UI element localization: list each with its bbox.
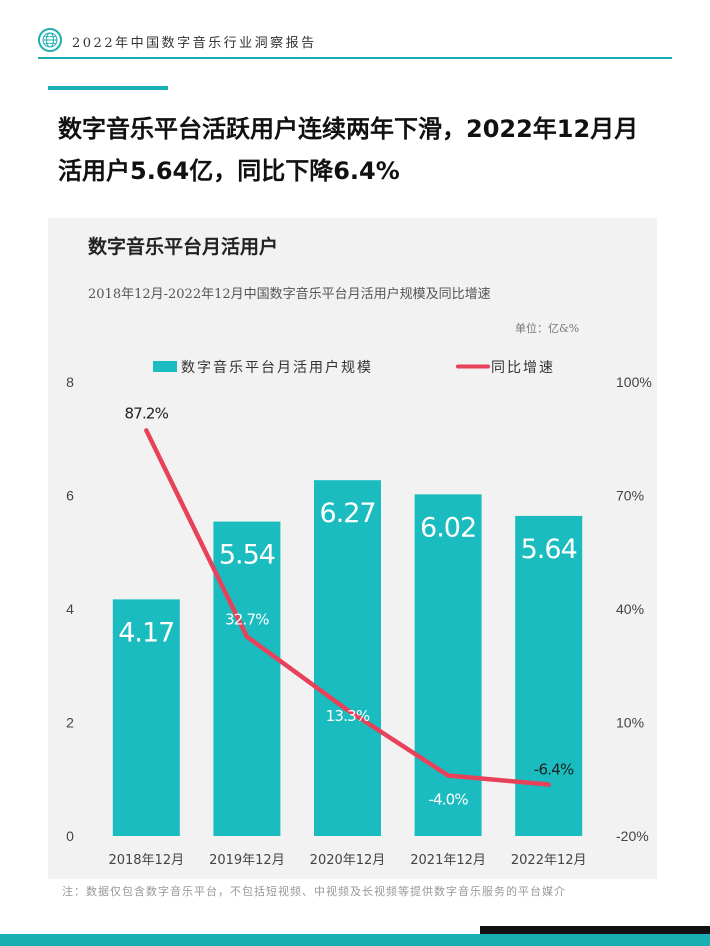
- growth-rate-point: [446, 773, 450, 777]
- bar-value-label: 5.54: [219, 540, 275, 571]
- headline-line-2: 活用户5.64亿，同比下降6.4%: [58, 157, 400, 185]
- y-right-tick-label: 40%: [616, 601, 644, 617]
- growth-rate-point: [547, 783, 551, 787]
- growth-rate-label: 32.7%: [225, 611, 269, 629]
- chart-title: 数字音乐平台月活用户: [88, 236, 279, 258]
- y-left-tick-label: 8: [66, 374, 74, 390]
- bar-value-label: 4.17: [118, 617, 174, 648]
- bar: [112, 599, 180, 836]
- y-right-tick-label: 10%: [616, 715, 644, 731]
- growth-rate-point: [346, 708, 349, 712]
- x-tick-label: 2022年12月: [511, 853, 587, 868]
- growth-rate-point: [144, 428, 148, 432]
- footer-bar-accent: [0, 934, 710, 946]
- chart-unit: 单位：亿&%: [515, 322, 580, 335]
- x-tick-label: 2021年12月: [410, 853, 486, 868]
- report-header: 2022年中国数字音乐行业洞察报告: [38, 28, 672, 58]
- headline-line-1: 数字音乐平台活跃用户连续两年下滑，2022年12月月: [58, 115, 639, 143]
- report-title: 2022年中国数字音乐行业洞察报告: [72, 36, 317, 51]
- footnote: 注：数据仅包含数字音乐平台，不包括短视频、中视频及长视频等提供数字音乐服务的平台…: [62, 885, 566, 898]
- legend-bar-swatch: [153, 361, 177, 372]
- footer-bar-dark: [480, 926, 710, 934]
- x-tick-label: 2019年12月: [209, 853, 285, 868]
- growth-rate-point: [245, 635, 249, 639]
- y-left-tick-label: 6: [66, 488, 74, 504]
- bar-value-label: 5.64: [521, 534, 577, 565]
- y-right-tick-label: 70%: [616, 488, 644, 504]
- growth-rate-label: 13.3%: [326, 707, 370, 725]
- bar: [414, 494, 482, 836]
- y-right-tick-label: 100%: [616, 374, 652, 390]
- bar-value-label: 6.27: [319, 498, 375, 529]
- legend-line-label: 同比增速: [491, 360, 555, 376]
- x-tick-label: 2020年12月: [310, 853, 386, 868]
- bar: [314, 480, 381, 836]
- accent-bar: [48, 86, 168, 90]
- growth-rate-label: 87.2%: [124, 404, 168, 422]
- bar: [213, 521, 281, 836]
- chart-subtitle: 2018年12月-2022年12月中国数字音乐平台月活用户规模及同比增速: [88, 287, 491, 302]
- growth-rate-label: -6.4%: [534, 761, 574, 779]
- growth-rate-label: -4.0%: [428, 790, 468, 808]
- globe-logo-icon: [38, 28, 62, 52]
- y-left-tick-label: 0: [66, 828, 74, 844]
- bar-value-label: 6.02: [420, 512, 476, 543]
- y-left-tick-label: 4: [66, 601, 74, 617]
- x-tick-label: 2018年12月: [108, 853, 184, 868]
- legend-bar-label: 数字音乐平台月活用户规模: [181, 359, 373, 376]
- page-headline: 数字音乐平台活跃用户连续两年下滑，2022年12月月 活用户5.64亿，同比下降…: [58, 108, 698, 192]
- header-divider: [38, 57, 672, 59]
- y-right-tick-label: -20%: [616, 828, 649, 844]
- y-left-tick-label: 2: [66, 715, 74, 731]
